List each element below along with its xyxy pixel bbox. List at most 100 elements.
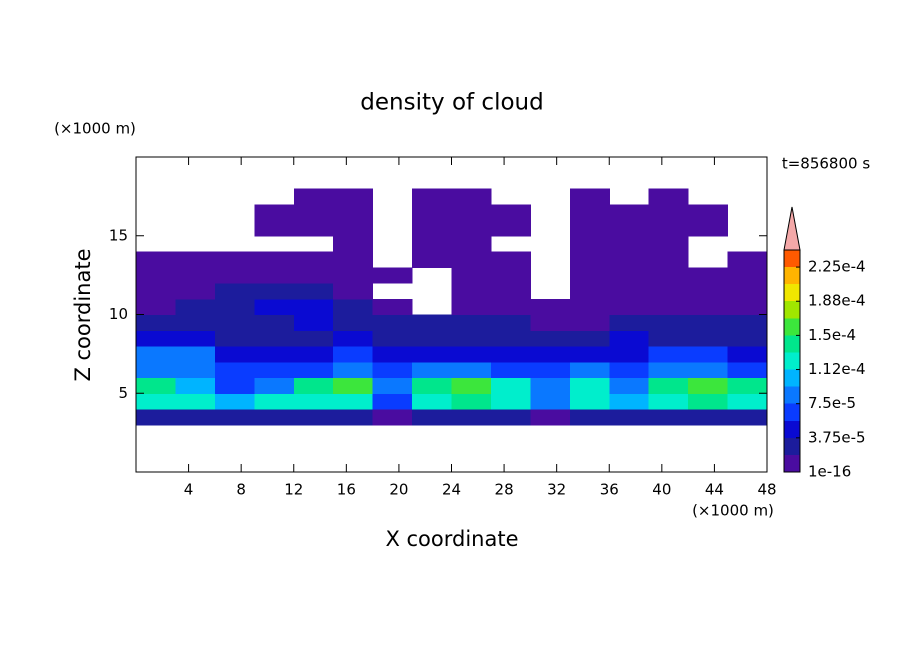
contour-cell xyxy=(648,393,689,410)
contour-cell xyxy=(254,267,295,284)
contour-cell xyxy=(569,330,610,347)
contour-cell xyxy=(609,346,650,363)
contour-cell xyxy=(175,377,216,394)
contour-cell xyxy=(412,393,452,410)
contour-cell xyxy=(333,298,374,315)
contour-cell xyxy=(569,204,610,221)
contour-cell xyxy=(451,330,492,347)
contour-cell xyxy=(609,204,650,221)
contour-cell xyxy=(136,409,176,426)
contour-cell xyxy=(490,330,531,347)
colorbar-band xyxy=(784,318,800,336)
contour-cell xyxy=(569,298,610,315)
colorbar-band xyxy=(784,352,800,370)
contour-cell xyxy=(451,188,492,205)
x-tick-label: 44 xyxy=(705,481,724,499)
contour-cell xyxy=(648,377,689,394)
contour-cell xyxy=(451,251,492,268)
contour-cell xyxy=(727,361,768,378)
contour-cell xyxy=(333,283,374,300)
contour-cell xyxy=(727,251,768,268)
contour-cell xyxy=(214,283,255,300)
x-unit: (×1000 m) xyxy=(692,502,774,520)
contour-cell xyxy=(648,251,689,268)
contour-cell xyxy=(530,346,571,363)
contour-cell xyxy=(175,409,216,426)
contour-cell xyxy=(688,267,729,284)
contour-cell xyxy=(490,251,531,268)
contour-cell xyxy=(175,346,216,363)
contour-cell xyxy=(688,298,729,315)
colorbar-band xyxy=(784,454,800,472)
x-tick-label: 8 xyxy=(236,481,246,499)
colorbar-extension xyxy=(783,206,801,251)
contour-cell xyxy=(609,377,650,394)
contour-cell xyxy=(254,283,295,300)
contour-cell xyxy=(254,346,295,363)
contour-cell xyxy=(175,283,216,300)
contour-cell xyxy=(333,314,374,331)
contour-cell xyxy=(569,251,610,268)
contour-cell xyxy=(412,251,452,268)
contour-cell xyxy=(727,393,768,410)
contour-cell xyxy=(254,314,295,331)
time-annotation: t=856800 s xyxy=(782,155,870,173)
contour-cell xyxy=(569,314,610,331)
contour-cell xyxy=(648,204,689,221)
contour-cell xyxy=(254,393,295,410)
contour-cell xyxy=(293,188,334,205)
contour-cell xyxy=(372,409,413,426)
contour-cell xyxy=(136,298,176,315)
colorbar-band xyxy=(784,386,800,404)
contour-cell xyxy=(530,409,571,426)
contour-cell xyxy=(569,409,610,426)
contour-cell xyxy=(648,330,689,347)
colorbar-band xyxy=(784,335,800,353)
colorbar-band xyxy=(784,403,800,421)
contour-cell xyxy=(727,377,768,394)
contour-cell xyxy=(372,377,413,394)
contour-cell xyxy=(490,393,531,410)
contour-cell xyxy=(490,204,531,221)
contour-cell xyxy=(609,251,650,268)
contour-cell xyxy=(214,377,255,394)
contour-cell xyxy=(136,330,176,347)
contour-cell xyxy=(372,346,413,363)
contour-cell xyxy=(412,204,452,221)
colorbar-band xyxy=(784,301,800,319)
contour-cell xyxy=(609,220,650,237)
contour-cell xyxy=(412,330,452,347)
x-tick-label: 12 xyxy=(284,481,303,499)
contour-cell xyxy=(293,251,334,268)
contour-cell xyxy=(609,298,650,315)
contour-cell xyxy=(175,393,216,410)
contour-cell xyxy=(293,283,334,300)
contour-cell xyxy=(648,267,689,284)
contour-cell xyxy=(490,346,531,363)
contour-cell xyxy=(412,346,452,363)
contour-cell xyxy=(175,298,216,315)
x-tick-label: 32 xyxy=(547,481,566,499)
contour-cell xyxy=(293,204,334,221)
contour-cell xyxy=(214,361,255,378)
contour-cell xyxy=(688,377,729,394)
contour-cell xyxy=(136,267,176,284)
contour-cell xyxy=(293,298,334,315)
contour-cell xyxy=(372,298,413,315)
contour-cell xyxy=(727,298,768,315)
contour-cell xyxy=(214,298,255,315)
contour-cell xyxy=(136,314,176,331)
contour-cell xyxy=(412,314,452,331)
y-tick-label: 5 xyxy=(118,384,128,402)
contour-cell xyxy=(333,393,374,410)
contour-cell xyxy=(530,298,571,315)
contour-cell xyxy=(372,314,413,331)
y-tick-label: 15 xyxy=(109,226,128,244)
contour-cell xyxy=(412,235,452,252)
contour-cell xyxy=(688,204,729,221)
contour-cell xyxy=(412,188,452,205)
contour-cell xyxy=(372,267,413,284)
contour-cell xyxy=(451,204,492,221)
contour-cell xyxy=(254,298,295,315)
